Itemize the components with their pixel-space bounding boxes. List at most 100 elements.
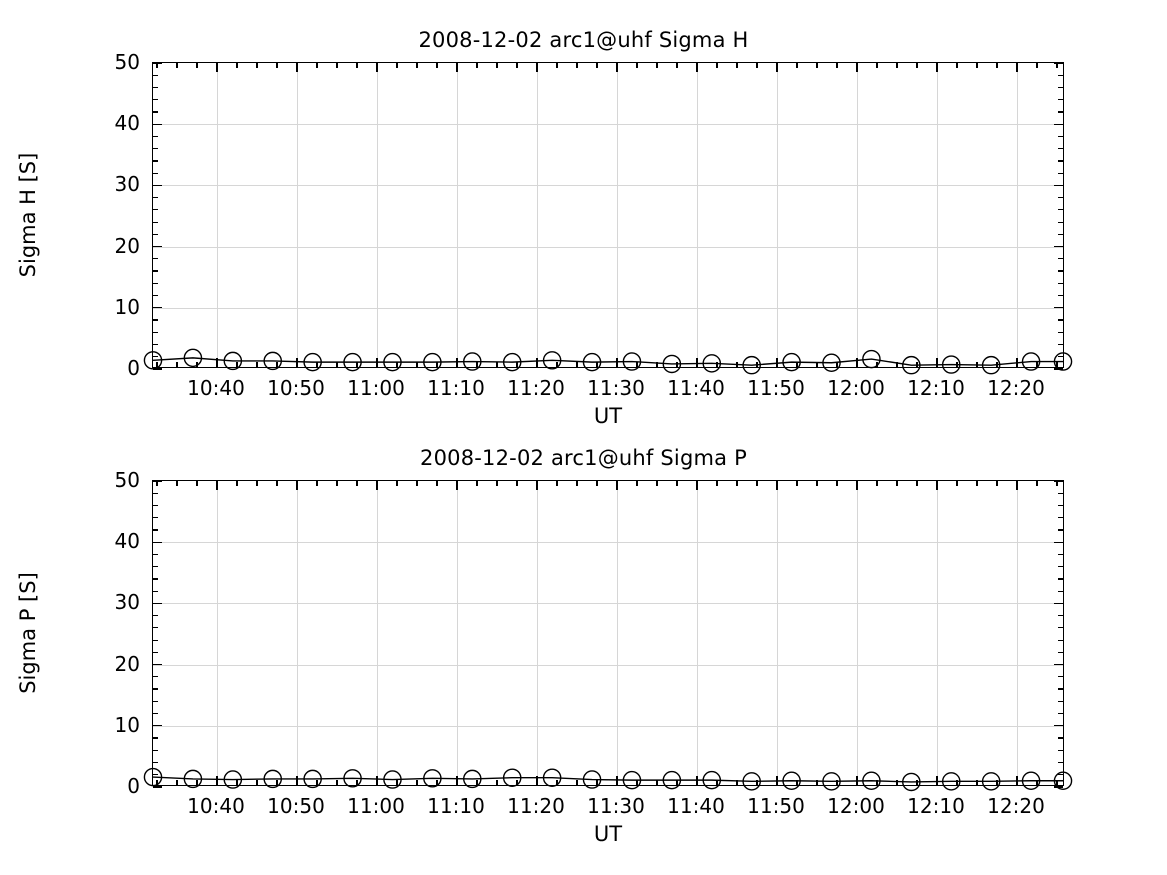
- x-tick-major-top: [536, 63, 538, 72]
- data-point-marker: [783, 354, 800, 371]
- gridline-vertical: [617, 63, 618, 367]
- x-tick-minor-top: [1036, 481, 1038, 486]
- x-tick-label: 12:20: [987, 794, 1045, 818]
- x-tick-minor-top: [356, 481, 358, 486]
- x-tick-minor: [976, 362, 978, 367]
- data-point-marker: [224, 771, 241, 788]
- x-tick-label: 12:00: [827, 376, 885, 400]
- x-tick-minor-top: [796, 63, 798, 68]
- x-tick-minor: [396, 362, 398, 367]
- x-tick-major-top: [376, 481, 378, 490]
- x-tick-minor-top: [816, 63, 818, 68]
- y-tick-minor: [153, 627, 158, 629]
- y-tick-label: 30: [114, 172, 140, 197]
- x-tick-minor: [816, 362, 818, 367]
- x-tick-minor-top: [636, 63, 638, 68]
- x-tick-minor: [236, 362, 238, 367]
- x-tick-minor: [236, 780, 238, 785]
- data-point-marker: [743, 773, 760, 790]
- x-tick-minor-top: [516, 63, 518, 68]
- x-tick-minor-top: [416, 481, 418, 486]
- data-point-marker: [264, 352, 281, 369]
- x-tick-minor-top: [1056, 481, 1058, 486]
- x-tick-minor: [416, 362, 418, 367]
- data-point-marker: [424, 354, 441, 371]
- x-tick-minor: [356, 362, 358, 367]
- y-tick-minor-right: [1058, 712, 1063, 715]
- y-tick-minor-right: [1058, 233, 1063, 235]
- x-tick-minor: [556, 780, 558, 785]
- y-tick-minor-right: [1058, 148, 1063, 150]
- data-point-marker: [623, 772, 640, 789]
- x-tick-major: [616, 358, 618, 367]
- y-tick-major: [153, 786, 162, 788]
- x-tick-minor-top: [916, 481, 918, 486]
- x-tick-minor-top: [496, 63, 498, 68]
- x-tick-minor-top: [516, 481, 518, 486]
- y-tick-minor-right: [1058, 504, 1063, 507]
- y-tick-minor: [153, 504, 158, 507]
- data-point-marker: [823, 354, 840, 371]
- x-tick-major-top: [616, 63, 618, 72]
- x-tick-minor: [576, 362, 578, 367]
- x-tick-minor-top: [736, 63, 738, 68]
- x-tick-major-top: [616, 481, 618, 490]
- panel-title: 2008-12-02 arc1@uhf Sigma P: [420, 446, 747, 470]
- x-tick-minor-top: [996, 481, 998, 486]
- x-tick-minor: [756, 362, 758, 367]
- x-tick-minor-top: [876, 481, 878, 486]
- y-tick-label: 0: [127, 356, 140, 380]
- y-tick-major-right: [1054, 541, 1063, 543]
- x-tick-minor: [796, 362, 798, 367]
- y-tick-minor-right: [1058, 331, 1063, 333]
- gridline-vertical: [1017, 63, 1018, 367]
- y-tick-minor-right: [1058, 553, 1063, 556]
- y-tick-minor-right: [1058, 282, 1063, 284]
- y-tick-minor-right: [1058, 343, 1063, 346]
- x-tick-label: 11:00: [347, 794, 405, 818]
- y-tick-minor: [153, 615, 158, 617]
- x-tick-minor-top: [236, 63, 238, 68]
- x-tick-minor-top: [556, 63, 558, 68]
- y-tick-minor-right: [1058, 590, 1063, 592]
- y-tick-major-right: [1054, 602, 1063, 605]
- x-tick-major: [456, 358, 458, 367]
- x-tick-label: 11:10: [427, 376, 485, 400]
- x-tick-minor-top: [316, 481, 318, 486]
- y-tick-label: 40: [114, 111, 140, 136]
- y-tick-minor-right: [1058, 615, 1063, 617]
- x-tick-minor-top: [156, 63, 158, 68]
- gridline-vertical: [457, 481, 458, 785]
- y-tick-major: [153, 725, 162, 727]
- gridline-vertical: [377, 481, 378, 785]
- x-axis-tick-labels: 10:40 10:50 11:00 11:10 11:20 11:30 11:40 11:50…: [152, 374, 1064, 402]
- y-tick-minor-right: [1058, 761, 1063, 764]
- x-tick-minor: [736, 362, 738, 367]
- x-tick-minor: [476, 780, 478, 785]
- x-tick-label: 11:50: [747, 794, 805, 818]
- x-tick-minor-top: [256, 63, 258, 68]
- x-tick-label: 11:20: [507, 376, 565, 400]
- y-tick-major-right: [1054, 123, 1063, 125]
- x-tick-minor: [756, 780, 758, 785]
- data-point-marker: [1022, 353, 1039, 370]
- x-tick-minor-top: [436, 63, 438, 68]
- x-tick-minor-top: [416, 63, 418, 68]
- y-tick-minor: [153, 553, 158, 556]
- x-tick-minor-top: [896, 63, 898, 68]
- x-tick-minor: [636, 780, 638, 785]
- y-tick-minor-right: [1058, 517, 1063, 519]
- y-tick-minor: [153, 172, 158, 174]
- y-tick-minor: [153, 319, 158, 321]
- x-tick-major-top: [216, 63, 218, 72]
- gridline-vertical: [777, 63, 778, 367]
- data-point-marker: [983, 773, 1000, 790]
- y-tick-minor: [153, 676, 158, 678]
- gridline-horizontal: [153, 307, 1063, 309]
- gridline-vertical: [1017, 481, 1018, 785]
- y-tick-minor: [153, 148, 158, 150]
- x-tick-minor-top: [796, 481, 798, 486]
- y-tick-minor: [153, 566, 158, 568]
- y-tick-minor: [153, 331, 158, 333]
- x-tick-minor-top: [476, 481, 478, 486]
